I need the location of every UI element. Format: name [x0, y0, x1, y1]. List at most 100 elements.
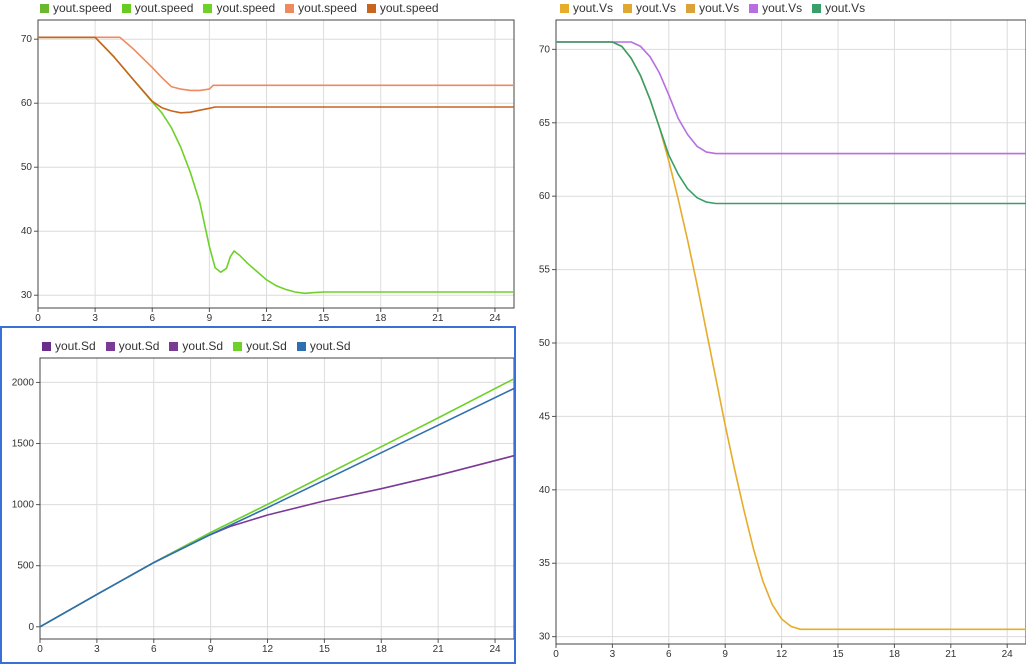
x-tick-label: 0: [37, 644, 43, 655]
legend-label: yout.Vs: [699, 1, 740, 15]
legend-item[interactable]: yout.Sd: [169, 339, 223, 353]
speed-plot[interactable]: 0 3 6 9 12 15 18 21 24 30 40 50 60 70: [0, 0, 516, 326]
y-tick-label: 55: [539, 265, 551, 276]
x-tick-label: 0: [553, 649, 559, 660]
y-tick-label: 1500: [12, 439, 35, 450]
legend-item[interactable]: yout.speed: [40, 1, 112, 15]
x-tick-label: 9: [722, 649, 728, 660]
legend-label: yout.speed: [298, 1, 357, 15]
legend: yout.Sd yout.Sd yout.Sd yout.Sd yout.Sd: [2, 338, 514, 354]
legend-swatch: [42, 341, 51, 351]
x-tick-label: 3: [94, 644, 100, 655]
legend-item[interactable]: yout.speed: [285, 1, 357, 15]
legend-item[interactable]: yout.Vs: [812, 1, 865, 15]
legend-label: yout.Sd: [309, 339, 351, 353]
x-tick-label: 0: [35, 313, 41, 324]
sd-panel[interactable]: yout.Sd yout.Sd yout.Sd yout.Sd yout.Sd 0 3 6 9…: [0, 326, 516, 664]
y-tick-label: 40: [539, 485, 551, 496]
x-tick-label: 12: [262, 644, 274, 655]
legend-item[interactable]: yout.Vs: [560, 1, 613, 15]
legend: yout.speed yout.speed yout.speed yout.speed…: [0, 0, 516, 16]
series-line[interactable]: [38, 36, 514, 295]
legend-item[interactable]: yout.Vs: [686, 1, 739, 15]
x-tick-label: 3: [92, 313, 98, 324]
legend-item[interactable]: yout.Sd: [296, 339, 351, 353]
series-line[interactable]: [556, 41, 1026, 205]
x-tick-label: 15: [832, 649, 844, 660]
x-tick-label: 9: [207, 313, 213, 324]
plot-frame: [555, 19, 1026, 645]
y-tick-label: 60: [21, 98, 33, 109]
legend-swatch: [121, 3, 131, 13]
y-tick-label: 70: [21, 34, 33, 45]
y-tick-label: 2000: [12, 377, 35, 388]
y-tick-label: 65: [539, 118, 551, 129]
y-tick-label: 70: [539, 44, 551, 55]
series-line[interactable]: [39, 454, 514, 628]
legend-label: yout.Vs: [762, 1, 803, 15]
x-tick-label: 24: [1002, 649, 1014, 660]
x-tick-label: 21: [432, 313, 444, 324]
y-tick-label: 30: [21, 290, 33, 301]
legend-swatch: [233, 341, 243, 351]
legend-item[interactable]: yout.speed: [203, 1, 275, 15]
legend-label: yout.speed: [134, 1, 194, 15]
series-line[interactable]: [39, 387, 514, 628]
legend-label: yout.Sd: [55, 339, 96, 353]
vs-plot[interactable]: 0 3 6 9 12 15 18 21 24 30 35 40 45 50 55 60 65 70: [520, 0, 1026, 664]
x-tick-label: 6: [151, 644, 157, 655]
legend-item[interactable]: yout.Sd: [233, 339, 287, 353]
legend-swatch: [203, 3, 213, 13]
y-tick-label: 500: [17, 561, 34, 572]
legend-item[interactable]: yout.Vs: [749, 1, 802, 15]
legend-swatch: [40, 3, 49, 13]
y-tick-label: 45: [539, 411, 551, 422]
x-tick-label: 15: [319, 644, 331, 655]
legend-label: yout.Sd: [246, 339, 287, 353]
legend-item[interactable]: yout.Sd: [105, 339, 160, 353]
legend-label: yout.speed: [379, 1, 439, 15]
x-tick-label: 24: [489, 644, 501, 655]
grid: 0 3 6 9 12 15 18 21 24 30 35 40 45 50 55 60 65 70: [539, 20, 1026, 660]
grid: 0 3 6 9 12 15 18 21 24 0 500 1000 1500 2000: [12, 358, 514, 655]
grid: 0 3 6 9 12 15 18 21 24 30 40 50 60 70: [21, 20, 514, 324]
speed-panel[interactable]: yout.speed yout.speed yout.speed yout.speed…: [0, 0, 516, 326]
x-tick-label: 18: [375, 313, 387, 324]
legend-swatch: [686, 3, 696, 13]
legend-swatch: [623, 3, 633, 13]
x-tick-label: 18: [376, 644, 388, 655]
series-line[interactable]: [556, 41, 1026, 631]
legend: yout.Vs yout.Vs yout.Vs yout.Vs yout.Vs: [520, 0, 1026, 16]
x-tick-label: 21: [945, 649, 957, 660]
x-tick-label: 12: [261, 313, 273, 324]
legend-label: yout.speed: [53, 1, 112, 15]
y-tick-label: 30: [539, 632, 551, 643]
legend-swatch: [169, 341, 179, 351]
sd-plot[interactable]: 0 3 6 9 12 15 18 21 24 0 500 1000 1500 2000: [2, 328, 514, 662]
legend-label: yout.Sd: [118, 339, 160, 353]
legend-item[interactable]: yout.Vs: [623, 1, 676, 15]
legend-swatch: [812, 3, 822, 13]
legend-swatch: [366, 3, 376, 13]
legend-swatch: [105, 341, 115, 351]
legend-item[interactable]: yout.speed: [121, 1, 194, 15]
y-tick-label: 50: [539, 338, 551, 349]
legend-swatch: [749, 3, 759, 13]
y-tick-label: 35: [539, 558, 551, 569]
vs-panel[interactable]: yout.Vs yout.Vs yout.Vs yout.Vs yout.Vs 0 3 6 9…: [520, 0, 1026, 664]
plot-frame: [39, 357, 514, 640]
series-line[interactable]: [38, 36, 514, 92]
y-tick-label: 60: [539, 191, 551, 202]
series-line[interactable]: [38, 36, 514, 114]
legend-item[interactable]: yout.Sd: [42, 339, 96, 353]
legend-swatch: [560, 3, 569, 13]
legend-item[interactable]: yout.speed: [366, 1, 439, 15]
series-line[interactable]: [556, 41, 1026, 155]
x-tick-label: 21: [433, 644, 445, 655]
legend-label: yout.Vs: [573, 1, 614, 15]
x-tick-label: 15: [318, 313, 330, 324]
x-tick-label: 24: [489, 313, 501, 324]
legend-label: yout.Vs: [825, 1, 866, 15]
legend-swatch: [285, 3, 295, 13]
y-tick-label: 50: [21, 162, 33, 173]
